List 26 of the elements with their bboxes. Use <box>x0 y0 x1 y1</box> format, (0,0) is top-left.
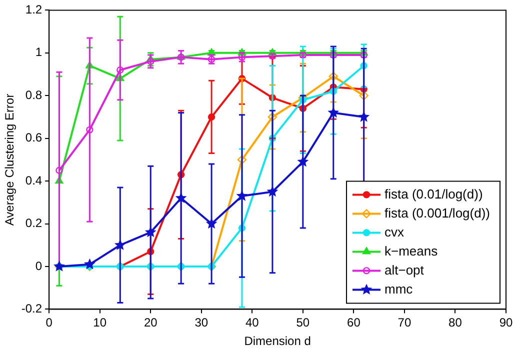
legend-label: fista (0.001/log(d)) <box>384 205 490 220</box>
x-tick-label: 90 <box>499 316 513 330</box>
legend-label: cvx <box>384 224 405 240</box>
y-tick-label: 0.2 <box>25 216 42 230</box>
y-axis-title: Average Clustering Error <box>2 94 17 226</box>
x-tick-label: 10 <box>93 316 107 330</box>
y-tick-label: -0.2 <box>21 302 42 316</box>
legend-label: alt−opt <box>384 262 424 278</box>
x-tick-label: 80 <box>448 316 462 330</box>
x-tick-label: 30 <box>194 316 208 330</box>
y-tick-label: 1 <box>35 45 42 60</box>
x-tick-label: 0 <box>46 316 53 330</box>
legend-label: mmc <box>384 281 414 296</box>
legend-label: fista (0.01/log(d)) <box>384 186 483 202</box>
y-tick-label: 0.4 <box>25 173 42 188</box>
y-tick-label: 0.6 <box>25 130 42 145</box>
x-tick-label: 70 <box>398 316 412 330</box>
x-tick-label: 40 <box>245 316 260 330</box>
legend-label: k−means <box>384 243 438 258</box>
x-axis-title: Dimension d <box>244 334 311 348</box>
x-tick-label: 60 <box>347 316 361 330</box>
y-tick-label: 0 <box>35 258 42 273</box>
y-tick-label: 0.8 <box>25 88 42 102</box>
y-tick-label: 1.2 <box>25 2 42 17</box>
x-tick-label: 20 <box>144 316 158 330</box>
x-tick-label: 50 <box>296 316 310 330</box>
